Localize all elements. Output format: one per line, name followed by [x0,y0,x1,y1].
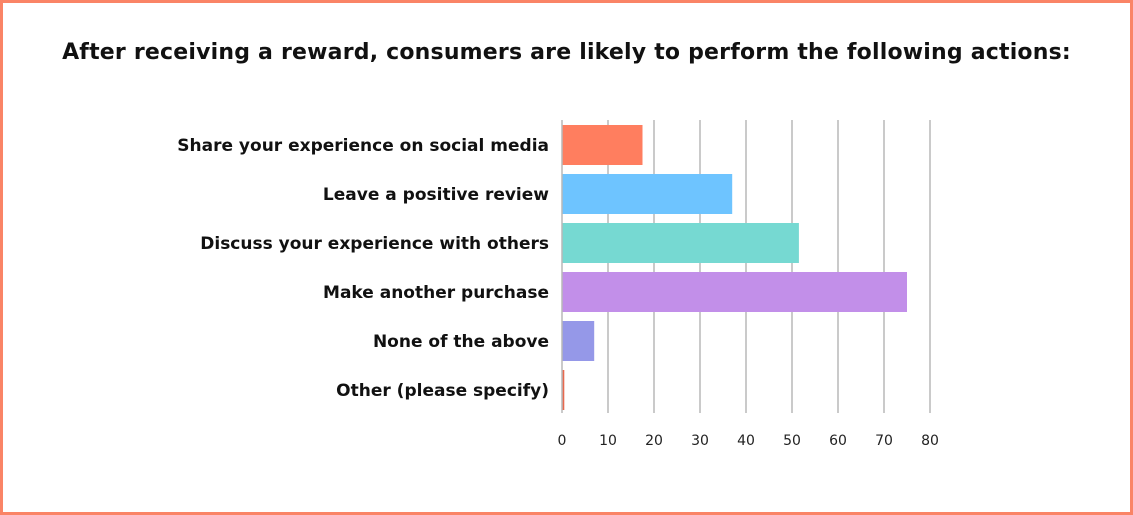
x-tick-label-60: 60 [829,433,847,449]
x-tick-label-80: 80 [921,433,939,449]
category-label-4: Make another purchase [323,283,549,303]
category-label-6: Other (please specify) [336,381,549,401]
bar-4 [562,272,907,312]
bar-3 [562,223,799,263]
bar-2 [562,174,733,214]
bar-1 [562,125,643,165]
category-label-5: None of the above [373,332,549,352]
x-tick-label-20: 20 [645,433,663,449]
category-label-2: Leave a positive review [323,185,549,205]
x-tick-label-50: 50 [783,433,801,449]
category-label-1: Share your experience on social media [177,136,549,156]
chart-title: After receiving a reward, consumers are … [62,40,1071,65]
x-tick-label-30: 30 [691,433,709,449]
x-tick-label-70: 70 [875,433,893,449]
x-tick-label-0: 0 [558,433,567,449]
bar-6 [562,370,565,410]
category-label-3: Discuss your experience with others [200,234,549,254]
x-tick-label-40: 40 [737,433,755,449]
x-tick-label-10: 10 [599,433,617,449]
bar-5 [562,321,595,361]
